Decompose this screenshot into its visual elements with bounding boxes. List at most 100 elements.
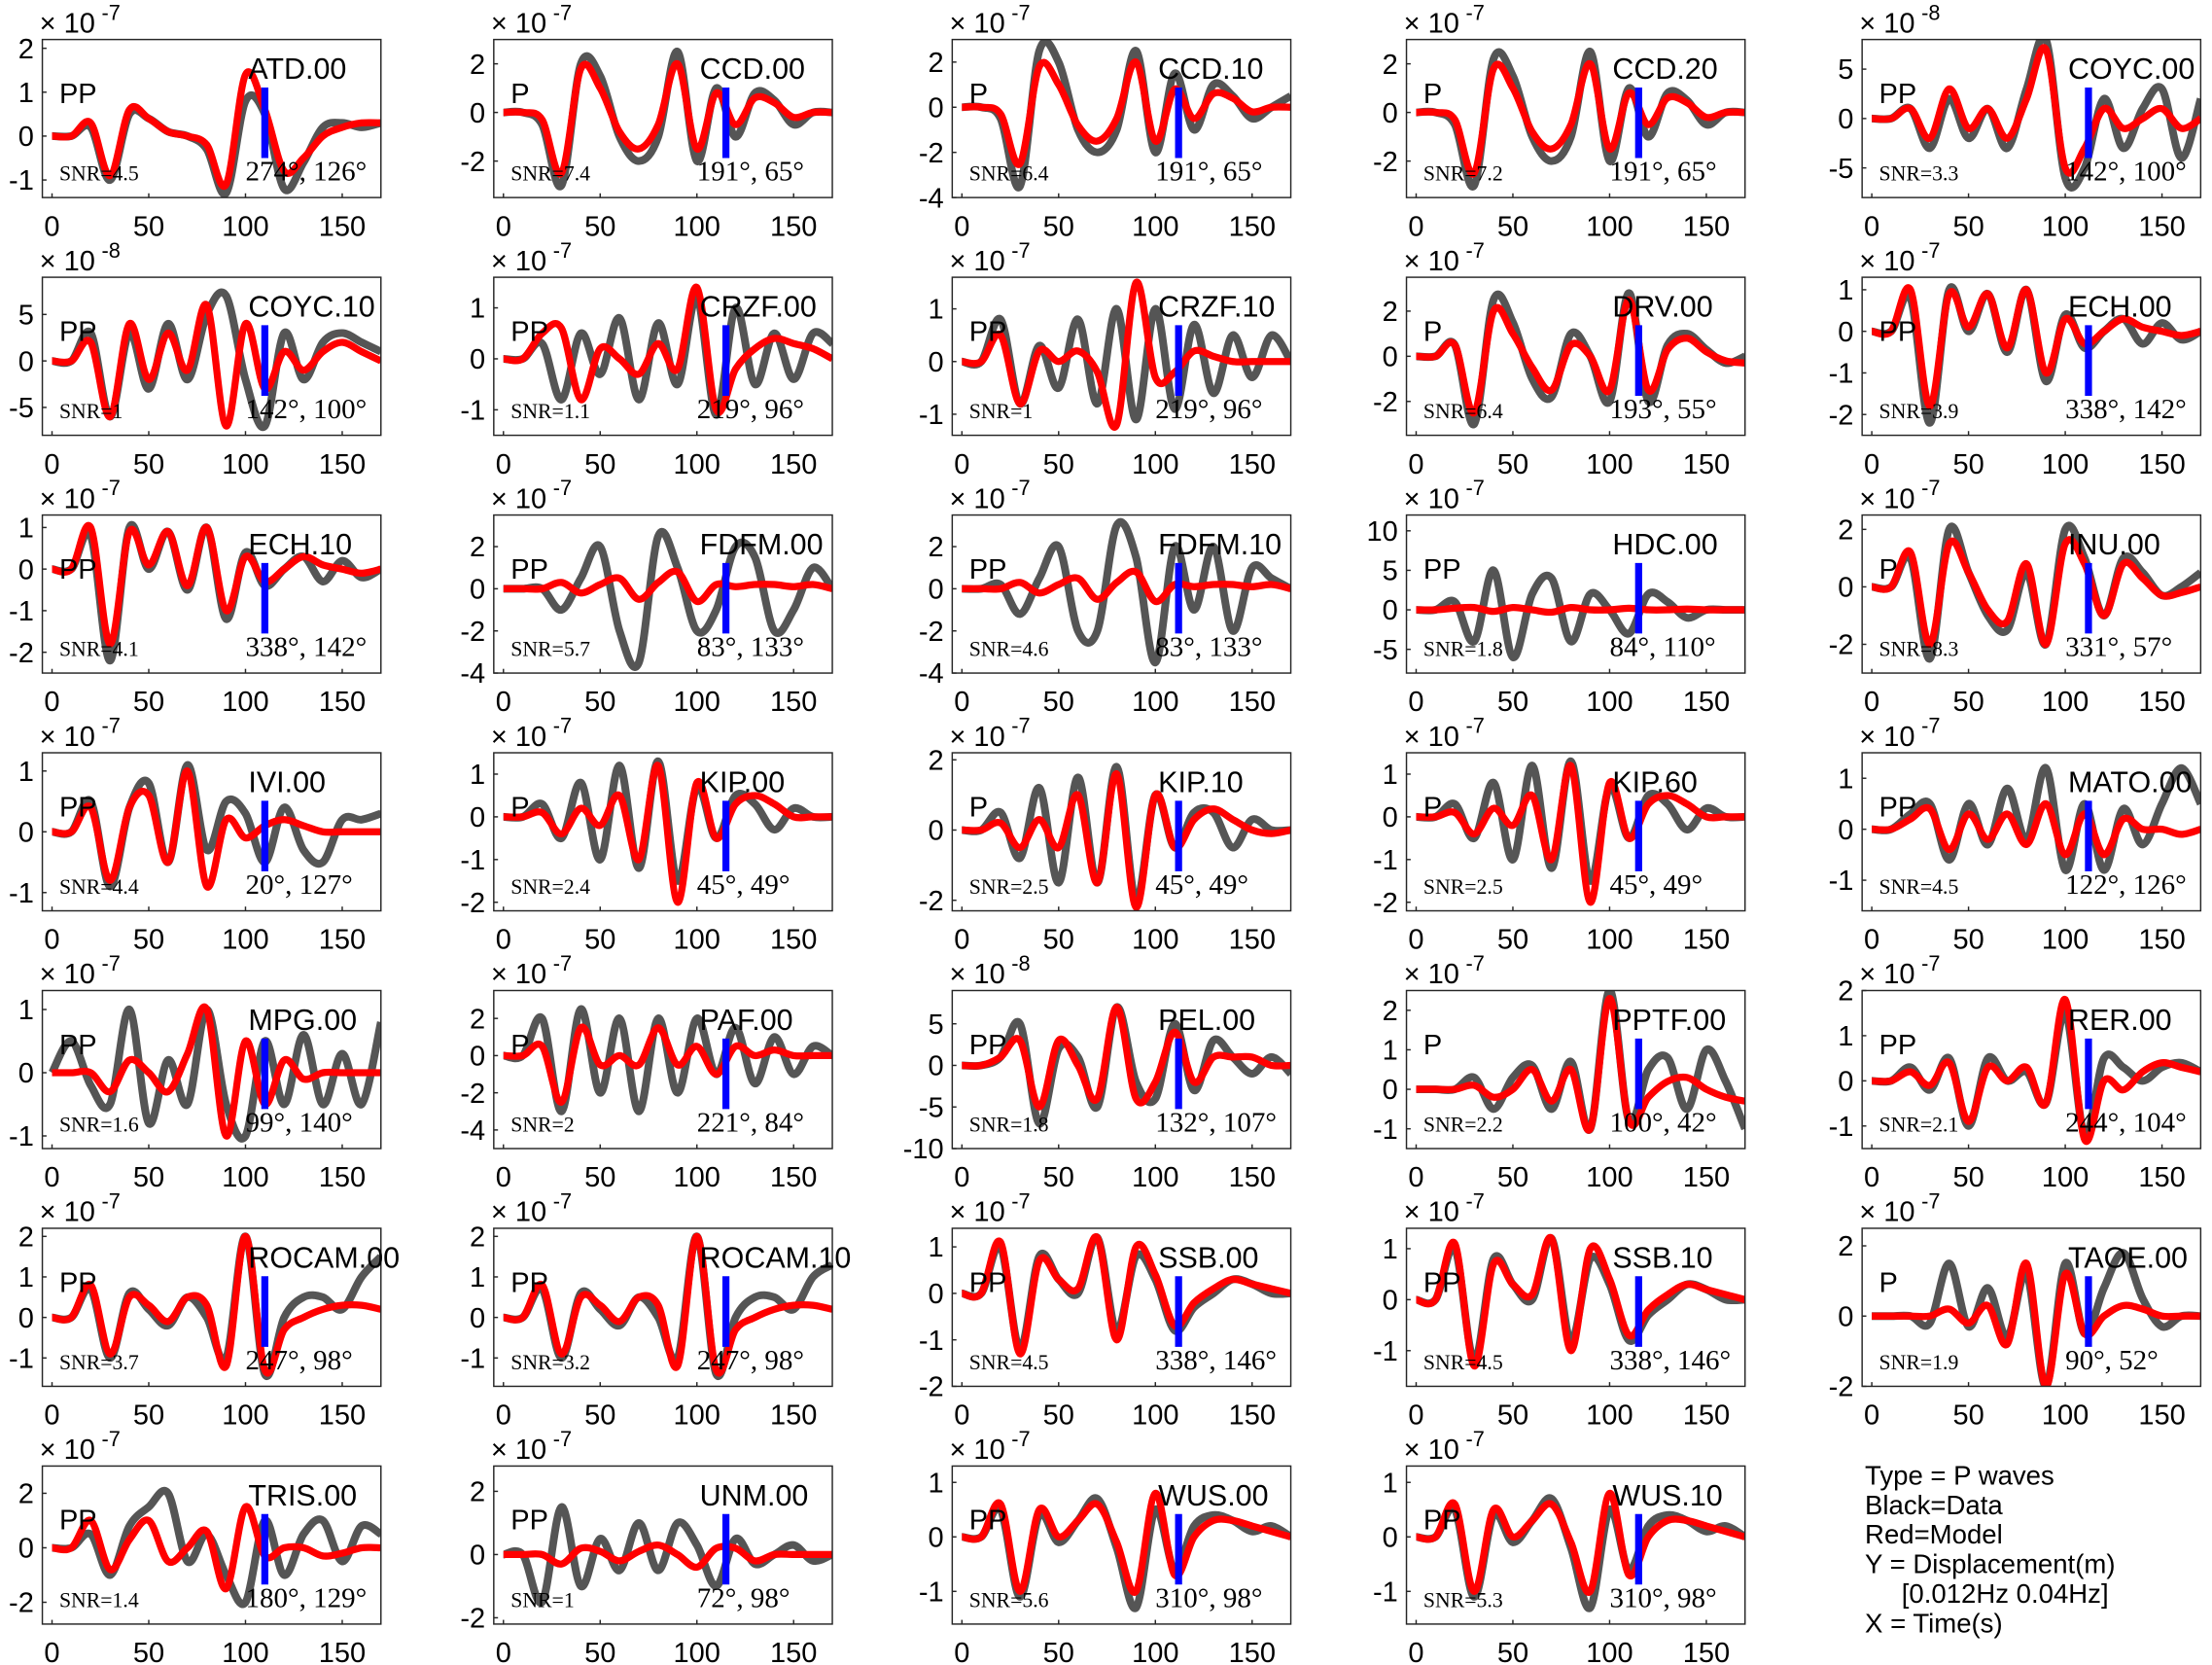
phase-label: PP bbox=[969, 1030, 1007, 1061]
y-tick-label: -4 bbox=[460, 658, 485, 690]
x-tick-label: 150 bbox=[1229, 449, 1276, 480]
y-tick-label: 0 bbox=[18, 817, 34, 848]
panel: -1 0 1 0 50 100 150 × 10 -7 PP MATO.00 SNR=4.5 122°,… bbox=[1829, 714, 2202, 956]
axes-box bbox=[41, 514, 382, 674]
x-tick-label: 100 bbox=[674, 211, 720, 242]
x-tick-label: 0 bbox=[954, 1162, 969, 1193]
station-name: TAOE.00 bbox=[2068, 1242, 2188, 1275]
station-name: UNM.00 bbox=[700, 1479, 809, 1512]
y-tick-label: 0 bbox=[1383, 595, 1398, 626]
angles-label: 45°, 49° bbox=[1155, 869, 1248, 901]
y-tick-label: 2 bbox=[470, 50, 485, 81]
station-name: TRIS.00 bbox=[248, 1479, 357, 1512]
angles-label: 310°, 98° bbox=[1609, 1583, 1716, 1614]
x-tick-label: 150 bbox=[1683, 1638, 1730, 1665]
snr-label: SNR=6.4 bbox=[1423, 400, 1503, 423]
station-name: CRZF.10 bbox=[1158, 291, 1275, 324]
phase-label: P bbox=[510, 792, 529, 823]
waveform bbox=[962, 1003, 1291, 1111]
station-name: COYC.00 bbox=[2068, 53, 2194, 86]
waveform bbox=[52, 1503, 381, 1593]
panel: -1 0 1 0 50 100 150 × 10 -7 PP CRZF.10 SNR=1 219°, 9… bbox=[919, 238, 1292, 480]
y-tick-label: 5 bbox=[18, 300, 34, 331]
x-tick-label: 100 bbox=[1132, 687, 1178, 718]
x-tick-label: 50 bbox=[1952, 687, 1984, 718]
y-tick-label: -2 bbox=[1829, 630, 1854, 661]
angles-label: 180°, 129° bbox=[245, 1583, 367, 1614]
panel: -1 0 1 0 50 100 150 × 10 -7 PP WUS.00 SNR=5.6 310°, … bbox=[919, 1427, 1292, 1665]
x-tick-label: 100 bbox=[2042, 1162, 2089, 1193]
y-tick-label: -1 bbox=[1373, 1115, 1398, 1146]
x-tick-label: 150 bbox=[1683, 449, 1730, 480]
legend-note: Black=Data bbox=[1865, 1490, 2003, 1520]
station-name: ROCAM.00 bbox=[248, 1242, 400, 1275]
x-tick-label: 50 bbox=[584, 687, 615, 718]
waveform bbox=[503, 1541, 833, 1572]
y-tick-label: -2 bbox=[1373, 888, 1398, 919]
x-tick-label: 0 bbox=[1864, 1162, 1879, 1193]
panel: -4 -2 0 2 0 50 100 150 × 10 -7 P CCD.10 SNR=6.4 191°,… bbox=[919, 0, 1292, 242]
waveform bbox=[503, 567, 833, 606]
waveform bbox=[52, 68, 381, 191]
y-tick-label: -2 bbox=[9, 1588, 34, 1619]
y-tick-label: -1 bbox=[919, 1576, 944, 1608]
waveform bbox=[1415, 1489, 1745, 1596]
y-tick-label: -5 bbox=[919, 1092, 944, 1123]
axes-box bbox=[951, 276, 1292, 437]
y-tick-label: -1 bbox=[1373, 1336, 1398, 1367]
waveform bbox=[1872, 1259, 2201, 1387]
y-tick-label: 5 bbox=[1383, 556, 1398, 587]
y-tick-label: 0 bbox=[470, 1541, 485, 1572]
angles-label: 99°, 140° bbox=[245, 1108, 352, 1139]
axes-box bbox=[1405, 38, 1746, 198]
x-tick-label: 100 bbox=[2042, 211, 2089, 242]
x-tick-label: 100 bbox=[222, 1400, 268, 1432]
panel: -1 0 1 2 0 50 100 150 × 10 -7 PP RER.00 SNR=2.1 244°,… bbox=[1829, 951, 2202, 1193]
phase-label: P bbox=[1423, 316, 1442, 347]
y-tick-label: -2 bbox=[460, 1079, 485, 1110]
x-tick-label: 50 bbox=[133, 1638, 164, 1665]
axes-box bbox=[951, 752, 1292, 912]
y-tick-label: -2 bbox=[919, 1372, 944, 1403]
x-tick-label: 50 bbox=[1043, 449, 1074, 480]
y-tick-label: -1 bbox=[1829, 359, 1854, 390]
multiplier: × 10 bbox=[1404, 1435, 1459, 1466]
x-tick-label: 0 bbox=[1408, 687, 1423, 718]
x-tick-label: 100 bbox=[1586, 1162, 1633, 1193]
snr-label: SNR=8.3 bbox=[1879, 638, 1959, 661]
y-tick-label: 1 bbox=[18, 514, 34, 545]
multiplier: × 10 bbox=[40, 8, 95, 39]
y-tick-label: 2 bbox=[18, 1222, 34, 1253]
y-tick-label: -2 bbox=[460, 147, 485, 178]
exponent: -7 bbox=[553, 476, 572, 500]
x-tick-label: 0 bbox=[44, 449, 59, 480]
x-tick-label: 150 bbox=[319, 211, 366, 242]
station-name: KIP.00 bbox=[700, 766, 786, 799]
x-tick-label: 50 bbox=[584, 1162, 615, 1193]
y-tick-label: 0 bbox=[470, 575, 485, 606]
x-tick-label: 100 bbox=[674, 449, 720, 480]
axes-box bbox=[1861, 989, 2202, 1150]
exponent: -7 bbox=[1465, 0, 1484, 24]
exponent: -7 bbox=[101, 0, 120, 24]
y-tick-label: 1 bbox=[1838, 275, 1853, 306]
y-tick-label: 0 bbox=[929, 92, 944, 124]
waveform bbox=[52, 767, 381, 891]
exponent: -7 bbox=[553, 1189, 572, 1214]
y-tick-label: 2 bbox=[1838, 976, 1853, 1008]
panel: -1 0 1 0 50 100 150 × 10 -7 PP IVI.00 SNR=4.4 20°, 1… bbox=[9, 714, 382, 956]
x-tick-label: 50 bbox=[133, 211, 164, 242]
angles-label: 142°, 100° bbox=[245, 394, 367, 425]
phase-label: PP bbox=[59, 554, 97, 585]
y-tick-label: 0 bbox=[929, 816, 944, 847]
y-tick-label: 2 bbox=[1383, 50, 1398, 81]
axes-box bbox=[493, 276, 833, 437]
exponent: -7 bbox=[1921, 1189, 1940, 1214]
angles-label: 221°, 84° bbox=[697, 1108, 804, 1139]
x-tick-label: 100 bbox=[222, 687, 268, 718]
station-name: KIP.60 bbox=[1612, 766, 1698, 799]
y-tick-label: -2 bbox=[460, 1604, 485, 1635]
y-tick-label: -2 bbox=[919, 138, 944, 169]
exponent: -7 bbox=[1465, 238, 1484, 263]
